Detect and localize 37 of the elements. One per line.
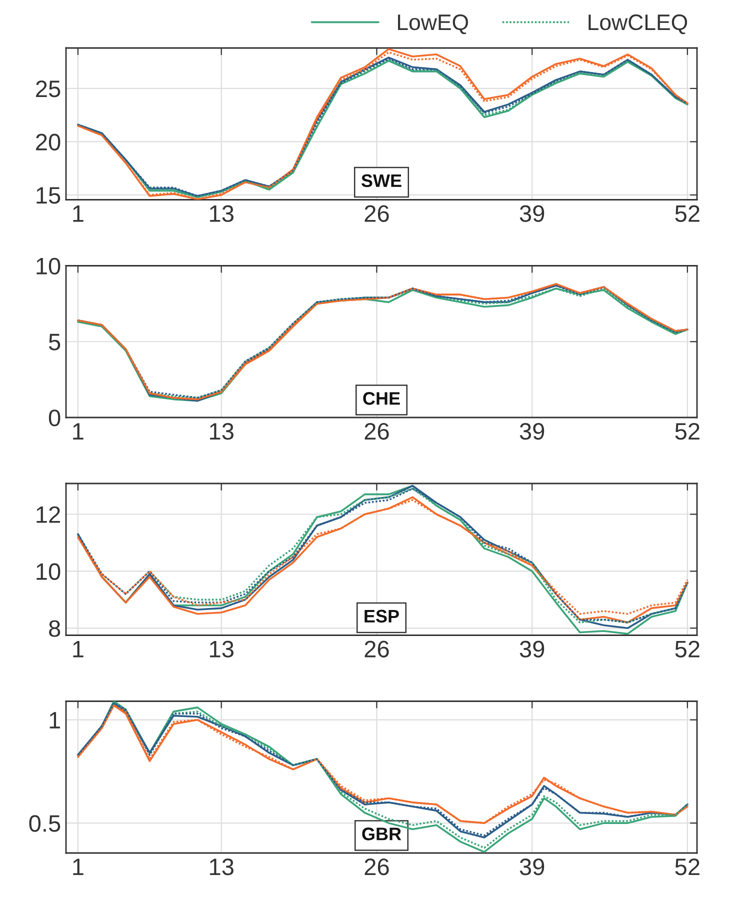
annotation: SWE <box>361 174 402 188</box>
x-tick-label: 1 <box>73 640 84 658</box>
x-tick-label: 1 <box>73 205 84 222</box>
y-tick-label: 1 <box>50 712 60 728</box>
x-tick-label: 13 <box>210 858 234 876</box>
x-tick-label: 13 <box>210 640 234 658</box>
y-tick-label: 12 <box>36 506 60 523</box>
x-tick-label: 13 <box>210 205 234 222</box>
legend-label: LowCLEQ <box>588 14 688 34</box>
x-tick-label: 52 <box>675 640 700 658</box>
y-tick-label: 8 <box>49 620 60 637</box>
y-tick-label: 10 <box>36 258 60 275</box>
y-tick-label: 15 <box>36 187 60 204</box>
annotation: GBR <box>362 828 402 840</box>
x-tick-label: 39 <box>520 640 544 658</box>
annotation: ESP <box>364 610 399 623</box>
legend-label: LowEQ <box>398 14 468 34</box>
x-tick-label: 26 <box>364 640 389 658</box>
x-tick-label: 52 <box>675 422 700 440</box>
x-tick-label: 26 <box>364 205 389 222</box>
x-tick-label: 52 <box>675 858 700 876</box>
x-tick-label: 39 <box>520 422 544 440</box>
x-tick-label: 26 <box>364 422 389 440</box>
y-tick-label: 20 <box>36 134 60 150</box>
annotation: CHE <box>363 392 400 405</box>
x-tick-label: 1 <box>73 858 84 875</box>
y-tick-label: 0.5 <box>29 815 60 832</box>
y-tick-label: 0 <box>48 410 60 426</box>
x-tick-label: 52 <box>675 205 700 222</box>
x-tick-label: 1 <box>73 423 84 440</box>
x-tick-label: 39 <box>520 858 544 876</box>
y-tick-label: 10 <box>36 563 60 580</box>
x-tick-label: 13 <box>210 422 234 440</box>
y-tick-label: 5 <box>48 334 60 350</box>
y-tick-label: 25 <box>36 80 60 98</box>
x-tick-label: 26 <box>364 858 389 876</box>
x-tick-label: 39 <box>520 205 544 222</box>
